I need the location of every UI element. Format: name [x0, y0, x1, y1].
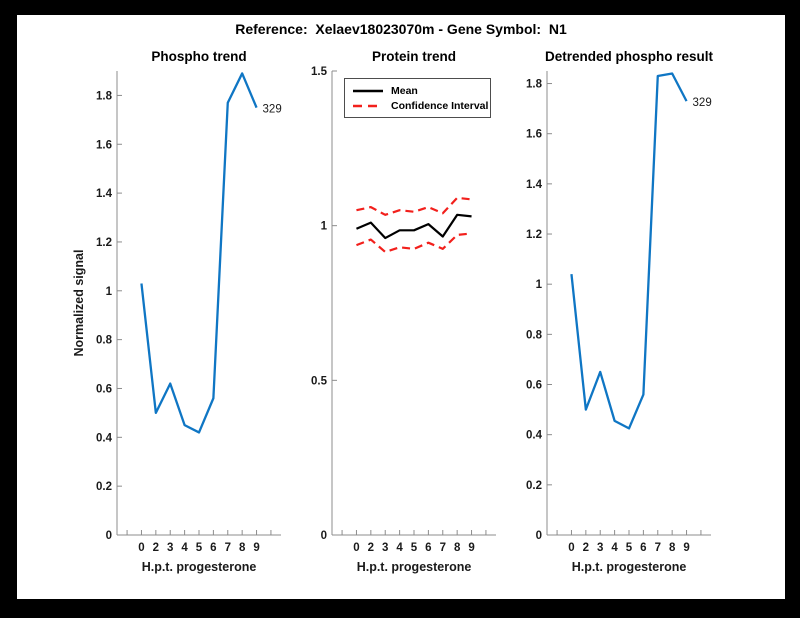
y-tick-label: 0.4: [526, 430, 543, 442]
y-tick-label: 0.2: [96, 481, 112, 493]
y-tick-label: 0.6: [96, 383, 112, 395]
x-tick-label: 5: [411, 542, 418, 554]
y-tick-label: 0: [106, 530, 112, 542]
mean-line: [356, 213, 472, 240]
x-tick-label: 3: [167, 542, 173, 554]
x-tick-label: 5: [626, 542, 633, 554]
y-tick-label: 0.6: [526, 380, 542, 392]
x-tick-label: 7: [655, 542, 661, 554]
x-tick-label: 4: [396, 542, 403, 554]
x-tick-label: 9: [468, 542, 474, 554]
x-tick-label: 6: [640, 542, 646, 554]
y-tick-label: 0.8: [526, 329, 543, 341]
subplot1-title: Phospho trend: [151, 49, 247, 64]
x-tick-label: 9: [253, 542, 259, 554]
x-tick-label: 7: [440, 542, 446, 554]
x-tick-label: 0: [138, 542, 144, 554]
y-tick-label: 1.2: [526, 229, 542, 241]
subplot-2-axes: 00.511.50 2 3 4 5 6 7 8 9: [311, 66, 496, 554]
y-tick-label: 0.8: [96, 335, 113, 347]
x-tick-label: 8: [454, 542, 461, 554]
y-tick-label: 1.4: [526, 179, 543, 191]
x-tick-label: 2: [153, 542, 159, 554]
x-tick-label: 0: [353, 542, 359, 554]
y-tick-label: 1.6: [526, 129, 542, 141]
y-tick-label: 1: [106, 286, 113, 298]
y-tick-label: 1.5: [311, 66, 328, 78]
x-tick-label: 4: [181, 542, 188, 554]
confidence-lower-line: [356, 232, 472, 254]
legend-item-mean: Mean: [352, 85, 490, 97]
legend-item-confidence-interval: Confidence Interval: [352, 100, 490, 112]
endpoint-annotation: 329: [263, 104, 282, 116]
x-tick-label: 4: [611, 542, 618, 554]
x-tick-label: 6: [425, 542, 431, 554]
y-tick-label: 1: [321, 221, 328, 233]
figure-title: Reference: Xelaev18023070m - Gene Symbol…: [235, 21, 567, 37]
y-tick-label: 0.5: [311, 375, 328, 387]
y-tick-label: 0.2: [526, 480, 542, 492]
y-tick-label: 0: [321, 530, 327, 542]
y-tick-label: 1: [536, 279, 543, 291]
plots-canvas: 00.20.40.60.811.21.41.61.80 2 3 4 5 6 7 8 932900…: [96, 66, 712, 554]
x-tick-label: 2: [368, 542, 374, 554]
confidence-upper-line: [356, 196, 472, 216]
subplot3-x-axis-label: H.p.t. progesterone: [571, 560, 687, 574]
y-tick-label: 0: [536, 530, 542, 542]
matlab-figure: Reference: Xelaev18023070m - Gene Symbol…: [17, 15, 785, 599]
x-tick-label: 8: [239, 542, 246, 554]
confidence-interval-line-sample: [353, 104, 383, 107]
x-tick-label: 3: [597, 542, 603, 554]
x-tick-label: 7: [225, 542, 231, 554]
phospho-signal-line: [140, 72, 258, 434]
x-tick-label: 5: [196, 542, 203, 554]
y-tick-label: 0.4: [96, 432, 113, 444]
y-tick-label: 1.6: [96, 139, 112, 151]
mean-line-sample: [353, 89, 383, 92]
x-tick-label: 8: [669, 542, 676, 554]
y-tick-label: 1.8: [96, 90, 113, 102]
x-tick-label: 9: [683, 542, 689, 554]
detrended-phospho-line: [570, 72, 688, 430]
x-tick-label: 6: [210, 542, 216, 554]
legend: Mean Confidence Interval: [344, 78, 491, 118]
subplot2-x-axis-label: H.p.t. progesterone: [356, 560, 472, 574]
y-axis-label: Normalized signal: [72, 249, 86, 357]
y-tick-label: 1.2: [96, 237, 112, 249]
subplot1-x-axis-label: H.p.t. progesterone: [141, 560, 257, 574]
legend-label-mean: Mean: [391, 84, 418, 97]
x-tick-label: 3: [382, 542, 388, 554]
y-tick-label: 1.8: [526, 79, 543, 91]
legend-label-confidence-interval: Confidence Interval: [391, 99, 489, 112]
endpoint-annotation: 329: [693, 97, 712, 109]
subplot3-title: Detrended phospho result: [544, 49, 714, 64]
subplot2-title: Protein trend: [371, 49, 457, 64]
x-tick-label: 0: [568, 542, 574, 554]
y-tick-label: 1.4: [96, 188, 113, 200]
x-tick-label: 2: [583, 542, 589, 554]
